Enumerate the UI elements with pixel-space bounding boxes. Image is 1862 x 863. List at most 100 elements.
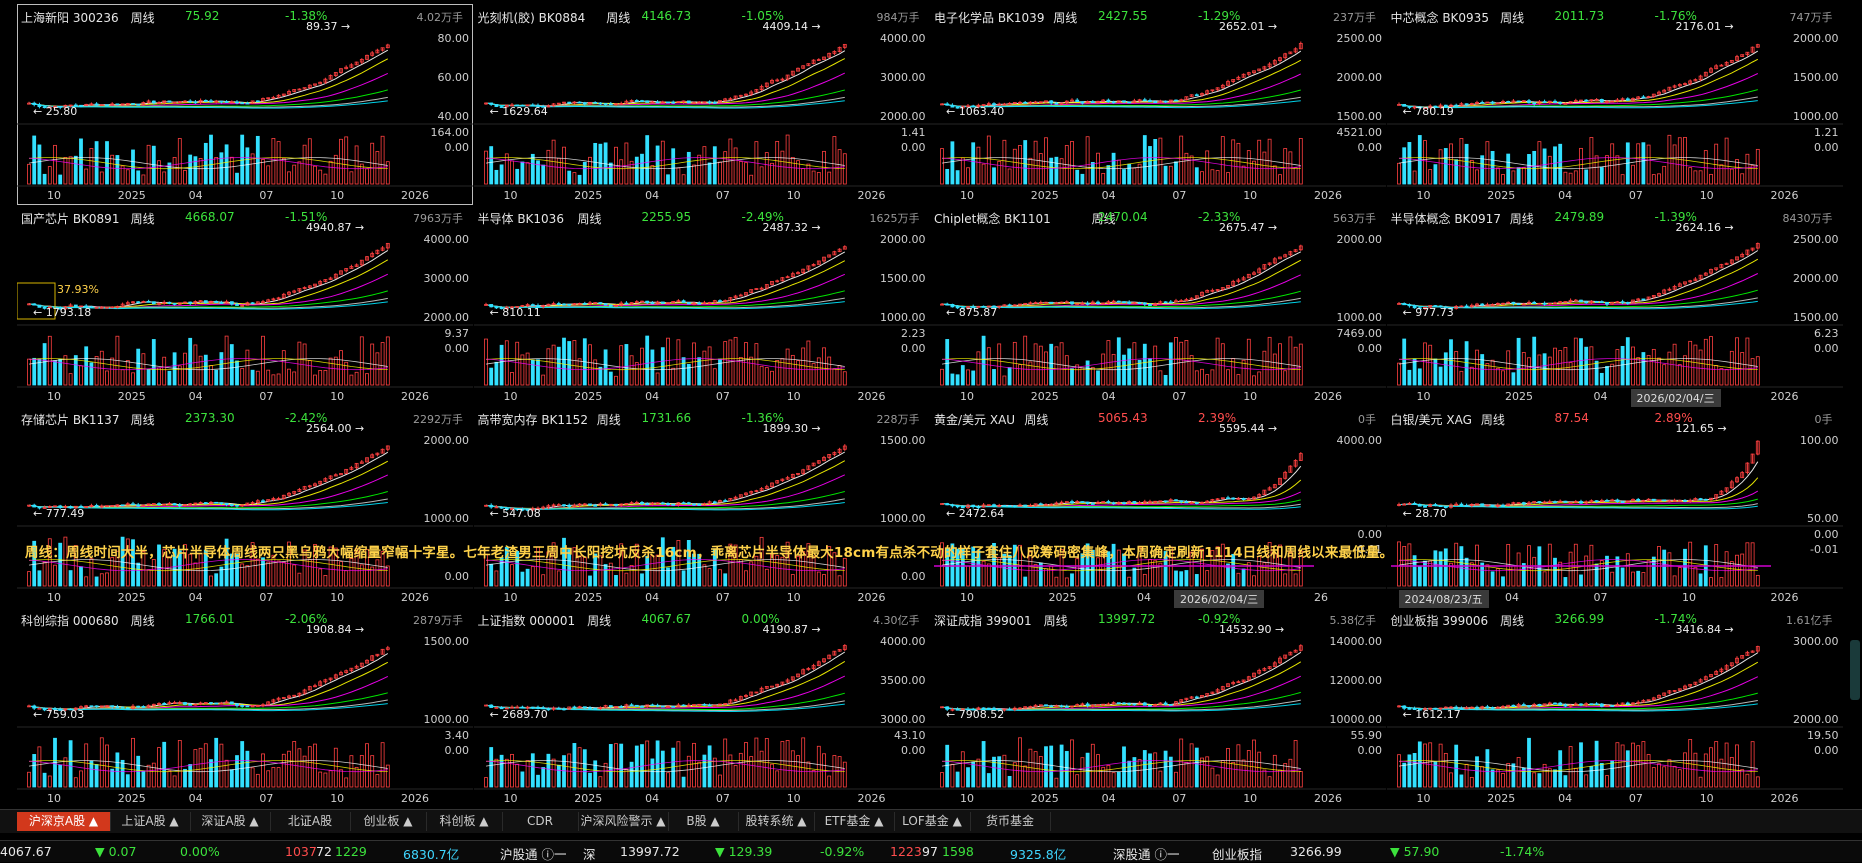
volume-bar <box>313 374 317 386</box>
volume-bar <box>365 549 369 587</box>
market-tab[interactable]: 货币基金 <box>970 812 1051 831</box>
kline-chart[interactable] <box>473 406 930 607</box>
volume-bar <box>333 747 338 788</box>
candlestick <box>1599 703 1604 708</box>
volume-bar <box>707 346 712 386</box>
volume-bar <box>701 146 706 185</box>
kline-chart[interactable] <box>17 205 473 406</box>
hgt-link[interactable]: 沪股通 ⓘ一 <box>500 844 567 863</box>
chart-panel[interactable]: 白银/美元 XAG 周线 87.54 2.89% 0手 121.65 → ← 28.70 10… <box>1386 406 1843 608</box>
panel-header: 上证指数 000001 周线 4067.67 0.00% 4.30亿手 <box>478 612 926 628</box>
chart-panel[interactable]: 电子化学品 BK1039 周线 2427.55 -1.29% 237万手 2652.01 … <box>930 4 1386 205</box>
candlestick <box>1583 300 1588 304</box>
candlestick <box>1168 300 1173 304</box>
candlestick <box>1236 278 1241 284</box>
chart-panel[interactable]: 创业板指 399006 周线 3266.99 -1.74% 1.61亿手 3416.84 … <box>1386 607 1843 808</box>
candlestick <box>1552 99 1557 104</box>
chart-panel[interactable]: 黄金/美元 XAU 周线 5065.43 2.39% 0手 5595.44 → ← 2472… <box>930 406 1386 608</box>
volume-bar <box>32 754 37 788</box>
market-tab[interactable]: 沪深风险警示 ▲ <box>578 812 669 831</box>
volume-bar <box>79 138 83 185</box>
volume-bar <box>183 768 187 788</box>
candlestick <box>47 708 52 712</box>
volume-bar <box>1215 774 1220 788</box>
kline-chart[interactable] <box>1386 205 1843 406</box>
market-tab[interactable]: 深证A股 ▲ <box>190 812 271 831</box>
kline-chart[interactable] <box>1386 406 1843 607</box>
candlestick <box>1153 302 1158 306</box>
kline-chart[interactable] <box>17 607 473 808</box>
chart-panel[interactable]: 科创综指 000680 周线 1766.01 -2.06% 2879万手 1908.84 … <box>17 607 473 808</box>
candlestick <box>1438 505 1442 507</box>
volume-bar <box>634 362 639 386</box>
volume-bar <box>235 755 239 788</box>
price-axis-label: 1500.00 <box>1336 110 1383 123</box>
candlestick <box>572 101 576 105</box>
volume-bar <box>365 168 369 185</box>
chart-panel[interactable]: 高带宽内存 BK1152 周线 1731.66 -1.36% 228万手 1899.30 … <box>473 406 930 607</box>
kline-chart[interactable] <box>930 4 1386 205</box>
volume-axis-label: 0.00 <box>1814 141 1839 154</box>
chart-panel[interactable]: 中芯概念 BK0935 周线 2011.73 -1.76% 747万手 2176.01 →… <box>1386 4 1843 205</box>
candlestick <box>1142 97 1147 102</box>
volume-bar <box>42 561 47 587</box>
volume-bar <box>1422 743 1427 788</box>
chart-panel[interactable]: 光刻机(胶) BK0884 周线 4146.73 -1.05% 984万手 4409.14… <box>473 4 930 205</box>
kline-chart[interactable] <box>930 607 1386 808</box>
volume-bar <box>1101 550 1106 587</box>
market-tab[interactable]: 创业板 ▲ <box>350 812 427 831</box>
chart-panel[interactable]: 半导体 BK1036 周线 2255.95 -2.49% 1625万手 2487.32 →… <box>473 205 930 406</box>
market-tab[interactable]: CDR <box>502 812 579 831</box>
price-axis-label: 1000.00 <box>880 512 926 525</box>
candlestick <box>84 506 89 508</box>
chart-panel[interactable]: 深证成指 399001 周线 13997.72 -0.92% 5.38亿手 14532.9… <box>930 607 1386 808</box>
scrollbar[interactable] <box>1850 640 1860 700</box>
volume-bar <box>727 754 732 788</box>
volume-bar <box>1080 173 1085 185</box>
candlestick <box>1116 100 1121 103</box>
kline-chart[interactable] <box>930 406 1386 607</box>
volume-bar <box>1106 165 1111 185</box>
volume-bar <box>634 156 639 185</box>
market-tab[interactable]: 沪深京A股 ▲ <box>17 812 111 831</box>
time-axis-label: 04 <box>1593 390 1608 403</box>
volume-axis-label: 1.21 <box>1814 126 1839 139</box>
kline-chart[interactable] <box>17 4 473 205</box>
market-tab[interactable]: 北证A股 <box>270 812 351 831</box>
chart-panel[interactable]: 国产芯片 BK0891 周线 4668.07 -1.51% 7963万手 4940.87 … <box>17 205 473 406</box>
sgt-link[interactable]: 深股通 ⓘ一 <box>1113 844 1180 863</box>
market-tab[interactable]: 科创板 ▲ <box>426 812 503 831</box>
candlestick <box>1708 66 1713 74</box>
volume-bar <box>1542 763 1547 788</box>
chart-panel[interactable]: 上证指数 000001 周线 4067.67 0.00% 4.30亿手 4190.87 →… <box>473 607 930 808</box>
kline-chart[interactable] <box>473 4 930 205</box>
candlestick <box>224 503 229 507</box>
market-tab[interactable]: LOF基金 ▲ <box>894 812 971 831</box>
market-tab[interactable]: ETF基金 ▲ <box>814 812 895 831</box>
volume-bar <box>940 368 944 386</box>
volume-bar <box>790 157 795 185</box>
market-tab[interactable]: 股转系统 ▲ <box>738 812 815 831</box>
chart-panel[interactable]: 上海新阳 300236 周线 75.92 -1.38% 4.02万手 89.37 → ← 2… <box>17 4 473 205</box>
kline-chart[interactable] <box>473 607 930 808</box>
chart-panel[interactable]: 存储芯片 BK1137 周线 2373.30 -2.42% 2292万手 2564.00 … <box>17 406 473 607</box>
kline-chart[interactable] <box>17 406 473 607</box>
kline-chart[interactable] <box>473 205 930 406</box>
volume-bar <box>1635 143 1640 185</box>
volume-bar <box>1495 568 1500 587</box>
low-marker: ← 25.80 <box>33 105 78 118</box>
time-axis-label: 04 <box>188 591 203 604</box>
kline-chart[interactable] <box>930 205 1386 406</box>
chart-panel[interactable]: 半导体概念 BK0917 周线 2479.89 -1.39% 8430万手 2624.16… <box>1386 205 1843 407</box>
candlestick <box>120 504 125 507</box>
period-label: 周线 <box>1500 11 1525 25</box>
kline-chart[interactable] <box>1386 607 1843 808</box>
market-tab[interactable]: B股 ▲ <box>668 812 739 831</box>
high-marker: 121.65 → <box>1675 422 1727 435</box>
candlestick <box>297 487 302 492</box>
volume-bar <box>1148 558 1152 587</box>
market-tab[interactable]: 上证A股 ▲ <box>110 812 191 831</box>
kline-chart[interactable] <box>1386 4 1843 205</box>
volume-bar <box>1122 354 1126 386</box>
chart-panel[interactable]: Chiplet概念 BK1101 周线 2470.04 -2.33% 563万手 2675… <box>930 205 1386 406</box>
